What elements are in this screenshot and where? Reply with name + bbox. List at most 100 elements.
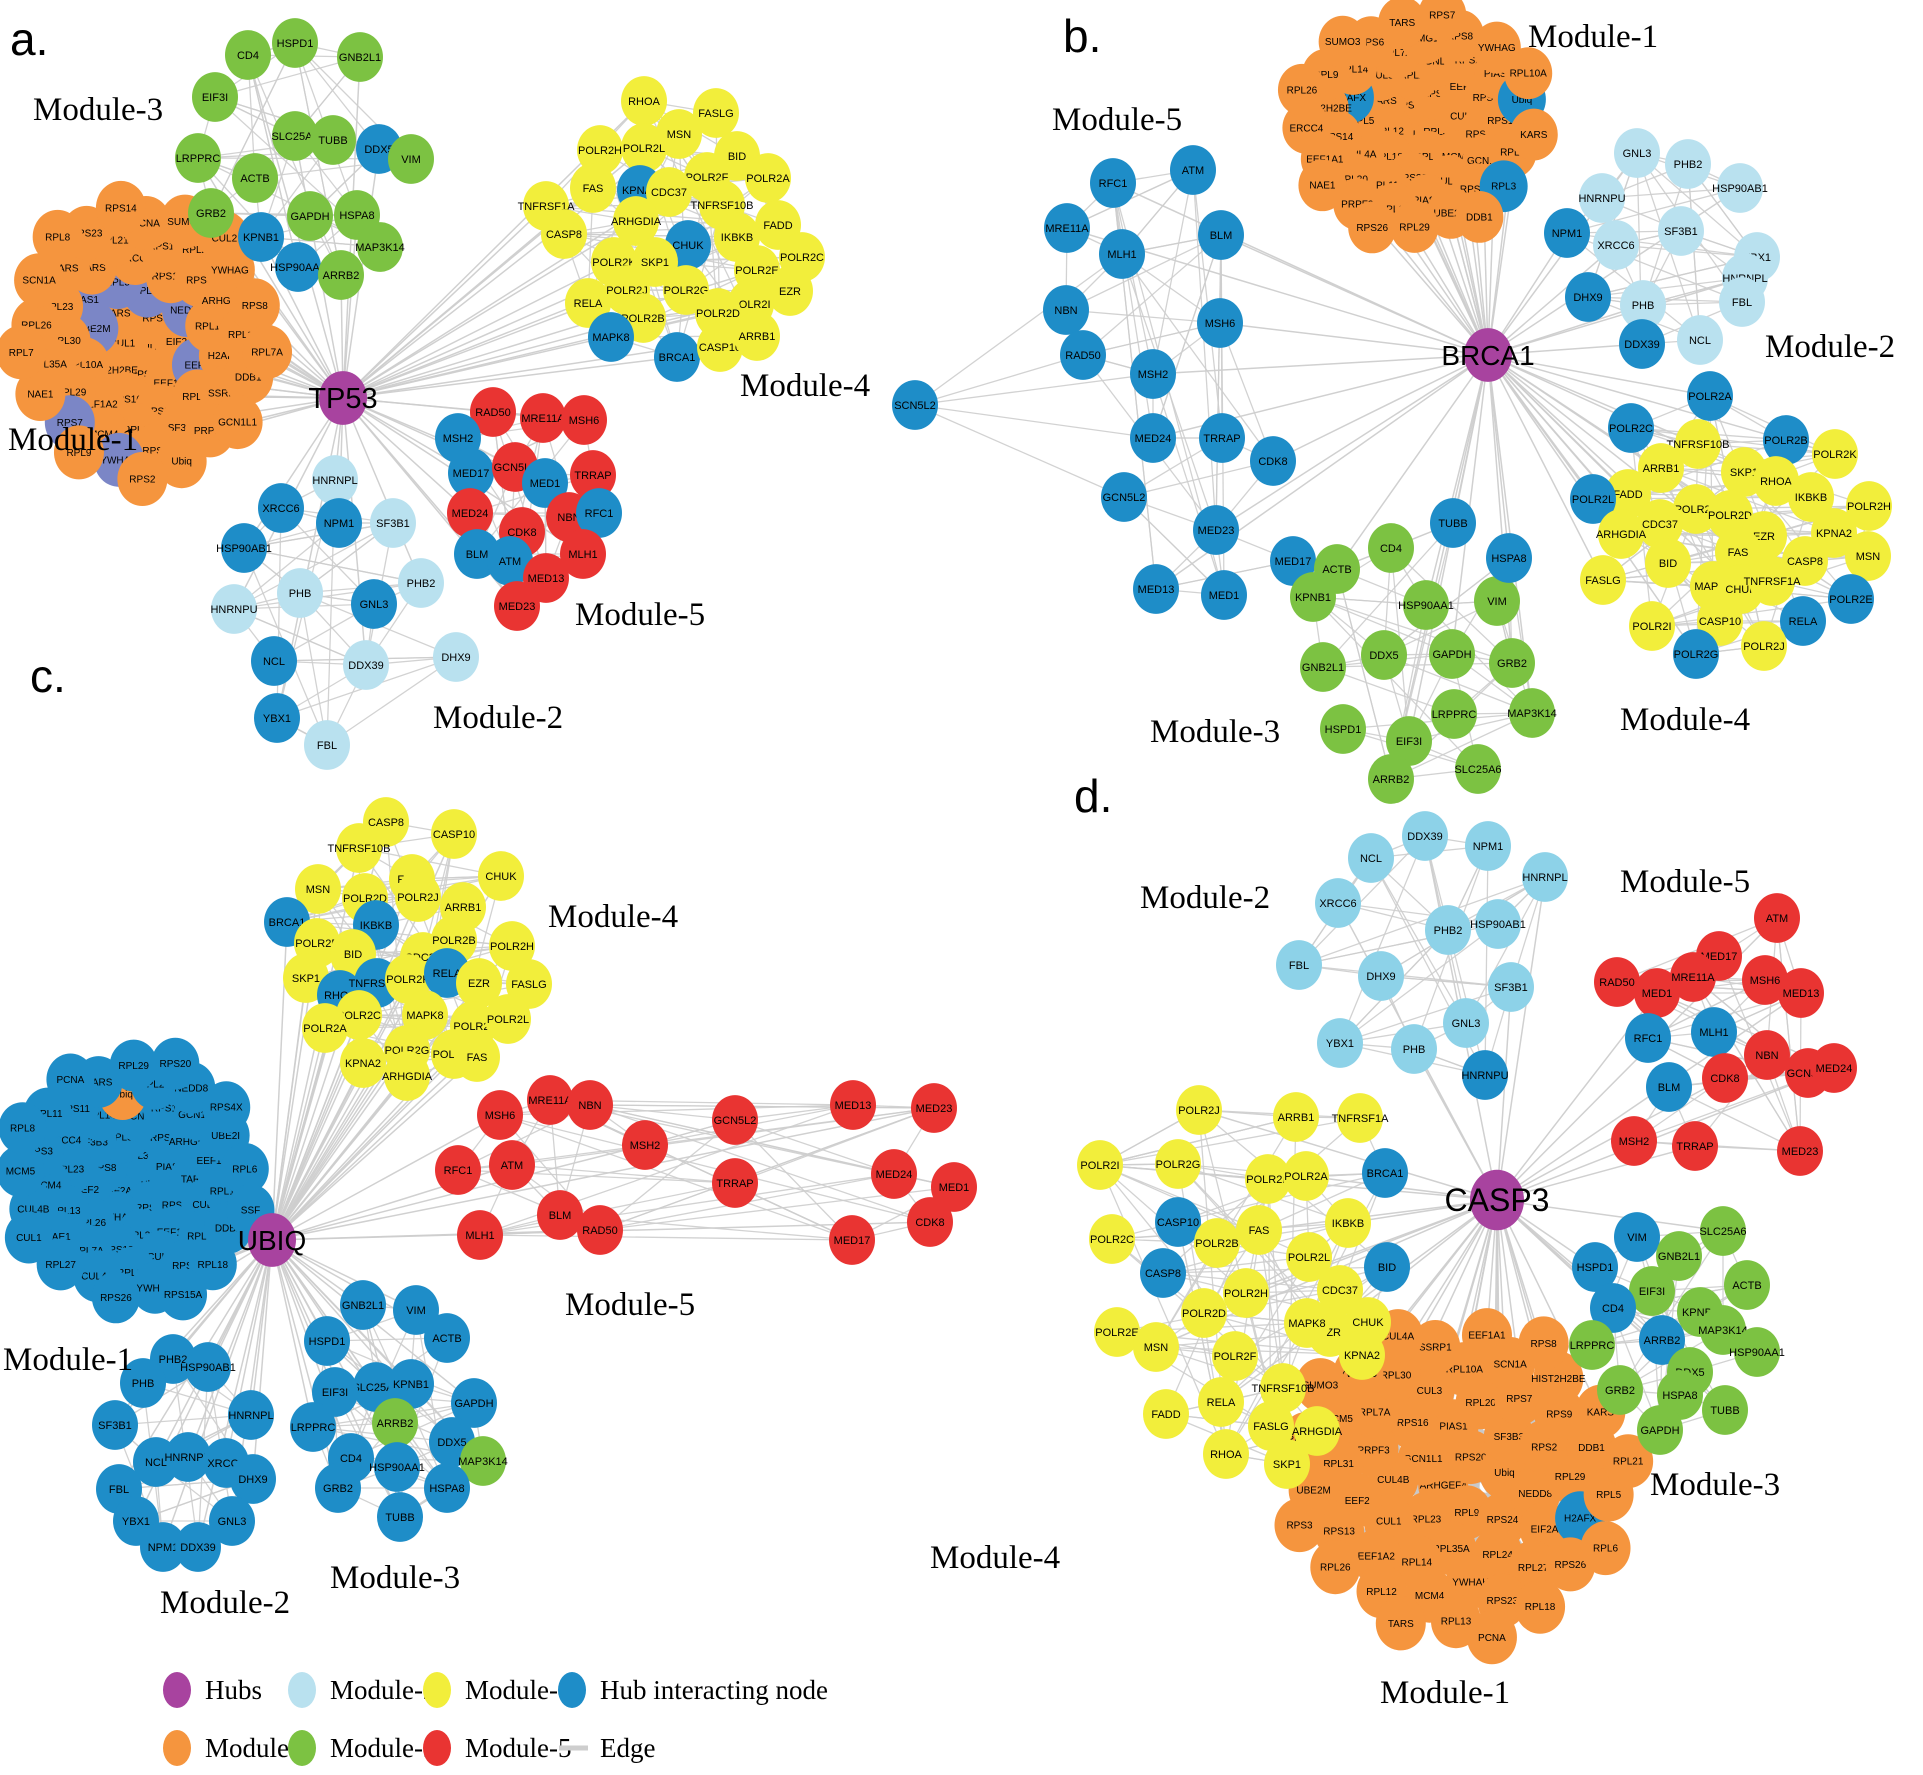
node-MAP3K14[interactable]: MAP3K14	[458, 1436, 508, 1486]
node-FBL[interactable]: FBL	[304, 720, 350, 770]
node-CD4[interactable]: CD4	[1590, 1283, 1636, 1333]
node-FASLG[interactable]: FASLG	[1248, 1401, 1294, 1451]
node-ARHGDIA[interactable]: ARHGDIA	[1596, 509, 1647, 559]
node-FASLG[interactable]: FASLG	[693, 88, 739, 138]
node-POLR2B[interactable]: POLR2B	[1763, 415, 1809, 465]
node-CASP8[interactable]: CASP8	[541, 209, 587, 259]
node-RAD50[interactable]: RAD50	[1594, 957, 1640, 1007]
node-HSPA8[interactable]: HSPA8	[1486, 533, 1532, 583]
node-SF3B1[interactable]: SF3B1	[92, 1400, 138, 1450]
node-NCL[interactable]: NCL	[251, 636, 297, 686]
node-ARRB2[interactable]: ARRB2	[1368, 754, 1414, 804]
node-GNL3[interactable]: GNL3	[351, 579, 397, 629]
node-MED13[interactable]: MED13	[830, 1080, 876, 1130]
node-POLR2G[interactable]: POLR2G	[1673, 629, 1719, 679]
node-POLR2H[interactable]: POLR2H	[489, 921, 535, 971]
node-SLC25A6[interactable]: SLC25A6	[352, 1362, 400, 1412]
node-RPL26[interactable]: RPL26	[1277, 63, 1326, 116]
node-MRE11A[interactable]: MRE11A	[520, 393, 566, 443]
node-RPS3[interactable]: RPS3	[1274, 1498, 1325, 1553]
node-RAD50[interactable]: RAD50	[577, 1205, 623, 1255]
node-TUBB[interactable]: TUBB	[1702, 1385, 1748, 1435]
node-EIF3I[interactable]: EIF3I	[192, 72, 238, 122]
node-MRE11A[interactable]: MRE11A	[1670, 952, 1716, 1002]
node-KPNB1[interactable]: KPNB1	[238, 212, 284, 262]
node-ATM[interactable]: ATM	[487, 536, 533, 586]
node-TRRAP[interactable]: TRRAP	[1199, 413, 1245, 463]
node-CHUK[interactable]: CHUK	[478, 851, 524, 901]
node-MED23[interactable]: MED23	[1777, 1126, 1823, 1176]
node-TUBB[interactable]: TUBB	[310, 115, 356, 165]
node-POLR2H[interactable]: POLR2H	[577, 125, 623, 175]
node-RPS14[interactable]: RPS14	[95, 180, 146, 235]
node-MED17[interactable]: MED17	[829, 1215, 875, 1265]
node-POLR2L[interactable]: POLR2L	[1570, 474, 1616, 524]
node-SCN5L2[interactable]: SCN5L2	[892, 380, 938, 430]
node-SKP1[interactable]: SKP1	[1264, 1439, 1310, 1489]
node-TNFRSF1A[interactable]: TNFRSF1A	[1744, 556, 1802, 606]
node-TNFRSF10B[interactable]: TNFRSF10B	[1667, 419, 1730, 469]
node-POLR2A[interactable]: POLR2A	[745, 153, 791, 203]
node-RPL18[interactable]: RPL18	[1515, 1579, 1566, 1634]
node-HNRNPL[interactable]: HNRNPL	[1522, 852, 1568, 902]
node-HSP90AA1[interactable]: HSP90AA1	[1729, 1327, 1785, 1377]
node-MSN[interactable]: MSN	[656, 109, 702, 159]
node-MLH1[interactable]: MLH1	[457, 1210, 503, 1260]
node-FASLG[interactable]: FASLG	[1580, 555, 1626, 605]
node-KPNB1[interactable]: KPNB1	[1290, 572, 1336, 622]
node-FAS[interactable]: FAS	[1715, 527, 1761, 577]
node-SUMO3[interactable]: SUMO3	[1318, 15, 1367, 68]
node-POLR2B[interactable]: POLR2B	[1194, 1218, 1240, 1268]
node-POLR2K[interactable]: POLR2K	[1245, 1154, 1291, 1204]
node-RPL6[interactable]: RPL6	[220, 1142, 269, 1195]
node-IKBKB[interactable]: IKBKB	[1325, 1198, 1371, 1248]
node-NPM1[interactable]: NPM1	[1544, 208, 1590, 258]
node-BID[interactable]: BID	[1364, 1242, 1410, 1292]
node-NPM1[interactable]: NPM1	[1465, 821, 1511, 871]
node-PHB2[interactable]: PHB2	[1665, 139, 1711, 189]
node-GRB2[interactable]: GRB2	[315, 1463, 361, 1513]
node-GRB2[interactable]: GRB2	[1597, 1365, 1643, 1415]
node-CDC37[interactable]: CDC37	[1637, 499, 1683, 549]
node-SLC25A6[interactable]: SLC25A6	[1454, 744, 1502, 794]
node-VIM[interactable]: VIM	[1474, 576, 1520, 626]
node-RPS4X[interactable]: RPS4X	[202, 1081, 251, 1134]
node-LRPPRC[interactable]: LRPPRC	[1569, 1320, 1615, 1370]
node-POLR2A[interactable]: POLR2A	[1687, 371, 1733, 421]
node-GNL3[interactable]: GNL3	[1443, 998, 1489, 1048]
node-KARS[interactable]: KARS	[1509, 108, 1558, 161]
node-MED17[interactable]: MED17	[448, 448, 494, 498]
node-RELA[interactable]: RELA	[1198, 1377, 1244, 1427]
hub-node-CASP3[interactable]: CASP3	[1445, 1169, 1550, 1231]
node-HSP90AB1[interactable]: HSP90AB1	[216, 523, 272, 573]
node-HSPD1[interactable]: HSPD1	[1572, 1242, 1618, 1292]
node-CASP10[interactable]: CASP10	[697, 322, 743, 372]
node-POLR2J[interactable]: POLR2J	[395, 872, 441, 922]
node-MED13[interactable]: MED13	[1778, 968, 1824, 1018]
node-TNFRSF1A[interactable]: TNFRSF1A	[1332, 1093, 1390, 1143]
node-NAE1[interactable]: NAE1	[1298, 159, 1347, 212]
node-DDX5[interactable]: DDX5	[1361, 630, 1407, 680]
node-GNB2L1[interactable]: GNB2L1	[1656, 1231, 1702, 1281]
node-ARHGDIA[interactable]: ARHGDIA	[382, 1051, 433, 1101]
node-RAD50[interactable]: RAD50	[470, 387, 516, 437]
node-XRCC6[interactable]: XRCC6	[258, 483, 304, 533]
node-POLR2C[interactable]: POLR2C	[1089, 1214, 1135, 1264]
node-POLR2L[interactable]: POLR2L	[1286, 1232, 1332, 1282]
node-MED1[interactable]: MED1	[522, 458, 568, 508]
node-RPL10A[interactable]: RPL10A	[1504, 47, 1553, 100]
node-RPL6[interactable]: RPL6	[1580, 1521, 1631, 1576]
node-ATM[interactable]: ATM	[1754, 893, 1800, 943]
node-RAD50[interactable]: RAD50	[1060, 330, 1106, 380]
node-GRB2[interactable]: GRB2	[188, 188, 234, 238]
node-HSP90AB1[interactable]: HSP90AB1	[180, 1342, 236, 1392]
node-PHB[interactable]: PHB	[1620, 280, 1666, 330]
node-ARRB2[interactable]: ARRB2	[318, 250, 364, 300]
node-ARRB2[interactable]: ARRB2	[372, 1398, 418, 1448]
node-VIM[interactable]: VIM	[388, 134, 434, 184]
node-CASP10[interactable]: CASP10	[1155, 1197, 1201, 1247]
node-GCN5L2[interactable]: GCN5L2	[1101, 472, 1147, 522]
node-MSH2[interactable]: MSH2	[622, 1120, 668, 1170]
node-BRCA1[interactable]: BRCA1	[654, 332, 700, 382]
node-TNFRSF10B[interactable]: TNFRSF10B	[328, 823, 391, 873]
